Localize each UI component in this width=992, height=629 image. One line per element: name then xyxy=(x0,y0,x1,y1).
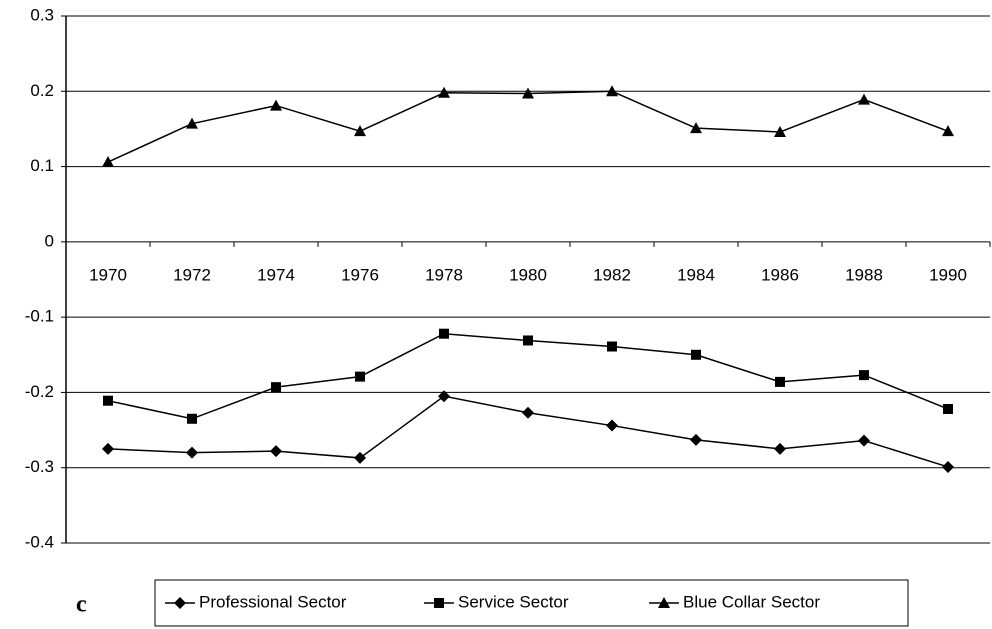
x-tick-label: 1976 xyxy=(341,265,379,284)
marker xyxy=(439,328,449,339)
legend-marker xyxy=(174,597,186,609)
marker xyxy=(522,87,534,99)
x-tick-label: 1990 xyxy=(929,265,967,284)
x-tick-label: 1970 xyxy=(89,265,127,284)
y-tick-label: 0.2 xyxy=(30,81,54,100)
y-tick-label: -0.4 xyxy=(25,532,54,551)
marker xyxy=(606,85,618,97)
marker xyxy=(859,370,869,381)
marker xyxy=(858,434,870,447)
x-tick-label: 1972 xyxy=(173,265,211,284)
marker xyxy=(438,86,450,98)
marker xyxy=(522,406,534,419)
marker xyxy=(775,376,785,387)
y-tick-label: 0.1 xyxy=(30,156,54,175)
marker xyxy=(691,349,701,360)
marker xyxy=(102,156,114,168)
legend-label: Professional Sector xyxy=(199,592,347,611)
marker xyxy=(354,451,366,464)
marker xyxy=(103,395,113,406)
marker xyxy=(271,382,281,393)
y-tick-label: -0.2 xyxy=(25,382,54,401)
marker xyxy=(187,413,197,424)
x-tick-label: 1986 xyxy=(761,265,799,284)
series-line xyxy=(107,332,949,420)
y-tick-label: -0.1 xyxy=(25,307,54,326)
marker xyxy=(355,371,365,382)
y-tick-label: -0.3 xyxy=(25,457,54,476)
marker xyxy=(942,125,954,137)
y-tick-label: 0.3 xyxy=(30,5,54,24)
marker xyxy=(607,341,617,352)
legend-marker xyxy=(658,597,670,608)
x-tick-label: 1984 xyxy=(677,265,715,284)
marker xyxy=(943,403,953,414)
legend-label: Blue Collar Sector xyxy=(683,592,820,611)
legend-marker xyxy=(434,598,444,608)
marker xyxy=(523,335,533,346)
marker xyxy=(774,442,786,455)
marker xyxy=(606,419,618,432)
y-tick-label: 0 xyxy=(45,231,54,250)
marker xyxy=(690,433,702,446)
marker xyxy=(774,125,786,137)
x-tick-label: 1980 xyxy=(509,265,547,284)
marker xyxy=(942,460,954,473)
marker xyxy=(270,99,282,111)
marker xyxy=(354,125,366,137)
marker xyxy=(186,117,198,129)
marker xyxy=(186,446,198,459)
legend-label: Service Sector xyxy=(458,592,569,611)
x-tick-label: 1974 xyxy=(257,265,295,284)
annotation: c xyxy=(76,592,87,618)
marker xyxy=(102,442,114,455)
marker xyxy=(438,390,450,403)
x-tick-label: 1982 xyxy=(593,265,631,284)
marker xyxy=(858,93,870,105)
legend-box xyxy=(154,579,909,627)
x-tick-label: 1988 xyxy=(845,265,883,284)
x-tick-label: 1978 xyxy=(425,265,463,284)
marker xyxy=(690,122,702,134)
series-line xyxy=(107,90,949,163)
marker xyxy=(270,445,282,458)
